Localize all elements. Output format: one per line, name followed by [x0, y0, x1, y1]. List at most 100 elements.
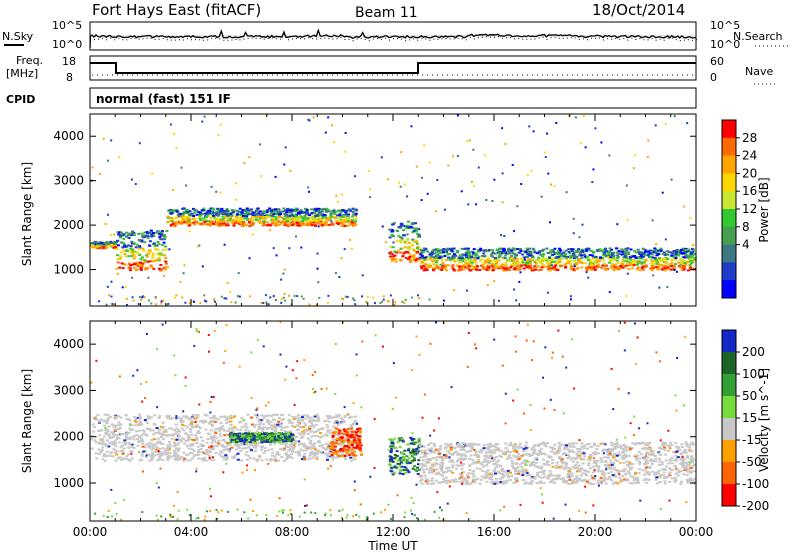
power-cell [537, 265, 540, 267]
velocity-cell [142, 429, 145, 431]
velocity-cell [291, 416, 294, 418]
power-cell [182, 218, 185, 220]
power-cell [635, 256, 638, 258]
power-cell-sparse [183, 272, 185, 274]
power-cell [302, 222, 305, 224]
velocity-cell [340, 417, 343, 419]
power-cell [193, 212, 196, 214]
velocity-cell [334, 446, 337, 448]
velocity-cell [352, 422, 355, 424]
velocity-cell [139, 416, 142, 418]
power-cell-near [225, 298, 227, 300]
velocity-cell [273, 443, 276, 445]
power-cell [654, 257, 657, 259]
velocity-cell [107, 426, 110, 428]
velocity-cell [168, 452, 171, 454]
velocity-cell [263, 415, 266, 417]
power-cell [484, 259, 487, 261]
power-cell-sparse [185, 185, 187, 187]
velocity-cell [160, 451, 163, 453]
velocity-cell [344, 445, 347, 447]
power-cell [443, 255, 446, 257]
velocity-cell [416, 467, 419, 469]
velocity-cell [197, 449, 200, 451]
power-cell-sparse [317, 281, 319, 283]
power-cell-sparse [309, 120, 311, 122]
power-cell [422, 251, 425, 253]
velocity-cell [348, 417, 351, 419]
power-cell [570, 265, 573, 267]
power-cell-sparse [220, 192, 222, 194]
velocity-cell [290, 434, 293, 436]
velocity-cell [285, 442, 288, 444]
power-cell [442, 251, 445, 253]
power-cell-near [150, 303, 152, 305]
power-cell [254, 213, 257, 215]
power-cell [101, 245, 104, 247]
power-cell [193, 224, 196, 226]
power-cell [400, 223, 403, 225]
velocity-cell [245, 447, 248, 449]
velocity-cell [104, 455, 107, 457]
power-cell [480, 258, 483, 260]
power-cell [651, 260, 654, 262]
velocity-cell [127, 442, 130, 444]
power-cell-near [175, 294, 177, 296]
velocity-cell [247, 414, 250, 416]
velocity-cell [471, 459, 474, 461]
velocity-cell [138, 420, 141, 422]
velocity-cell [279, 448, 282, 450]
velocity-cell [200, 436, 203, 438]
power-cell [580, 267, 583, 269]
velocity-cell [206, 453, 209, 455]
power-cell-sparse [235, 199, 237, 201]
power-cell [156, 253, 159, 255]
power-cell [322, 217, 325, 219]
velocity-cell [309, 446, 312, 448]
power-cell-sparse [473, 185, 475, 187]
power-cell [439, 252, 442, 254]
power-cell-sparse [627, 219, 629, 221]
velocity-cell [114, 443, 117, 445]
velocity-cell [93, 439, 96, 441]
power-cell [300, 209, 303, 211]
velocity-cell [301, 416, 304, 418]
power-cell-sparse [160, 303, 162, 305]
power-cell [155, 259, 158, 261]
velocity-cell [206, 442, 209, 444]
power-cell [308, 220, 311, 222]
velocity-cell [289, 420, 292, 422]
power-cell-near [148, 300, 150, 302]
power-cell-sparse [575, 116, 577, 118]
velocity-cell [162, 426, 165, 428]
velocity-cell [93, 426, 96, 428]
velocity-cell [206, 438, 209, 440]
power-cell-sparse [344, 151, 346, 153]
power-cell [259, 210, 262, 212]
velocity-cell [164, 452, 167, 454]
velocity-cell [304, 418, 307, 420]
power-cell [237, 210, 240, 212]
power-cell-sparse [275, 299, 277, 301]
velocity-cell [103, 444, 106, 446]
power-cell-sparse [528, 125, 530, 127]
velocity-cell [202, 444, 205, 446]
velocity-cell [273, 455, 276, 457]
power-cell [274, 211, 277, 213]
power-cell [298, 216, 301, 218]
power-cell-sparse [289, 170, 291, 172]
power-cell-sparse [92, 166, 94, 168]
velocity-cell [263, 433, 266, 435]
power-cell [277, 208, 280, 210]
power-cell [644, 259, 647, 261]
power-cell [236, 218, 239, 220]
power-cell [306, 217, 309, 219]
velocity-cell [351, 444, 354, 446]
power-cell-sparse [276, 254, 278, 256]
velocity-cell [307, 417, 310, 419]
velocity-cell [237, 435, 240, 437]
power-cell [564, 254, 567, 256]
power-cell [421, 261, 424, 263]
power-cell [420, 249, 423, 251]
velocity-cell [355, 443, 358, 445]
